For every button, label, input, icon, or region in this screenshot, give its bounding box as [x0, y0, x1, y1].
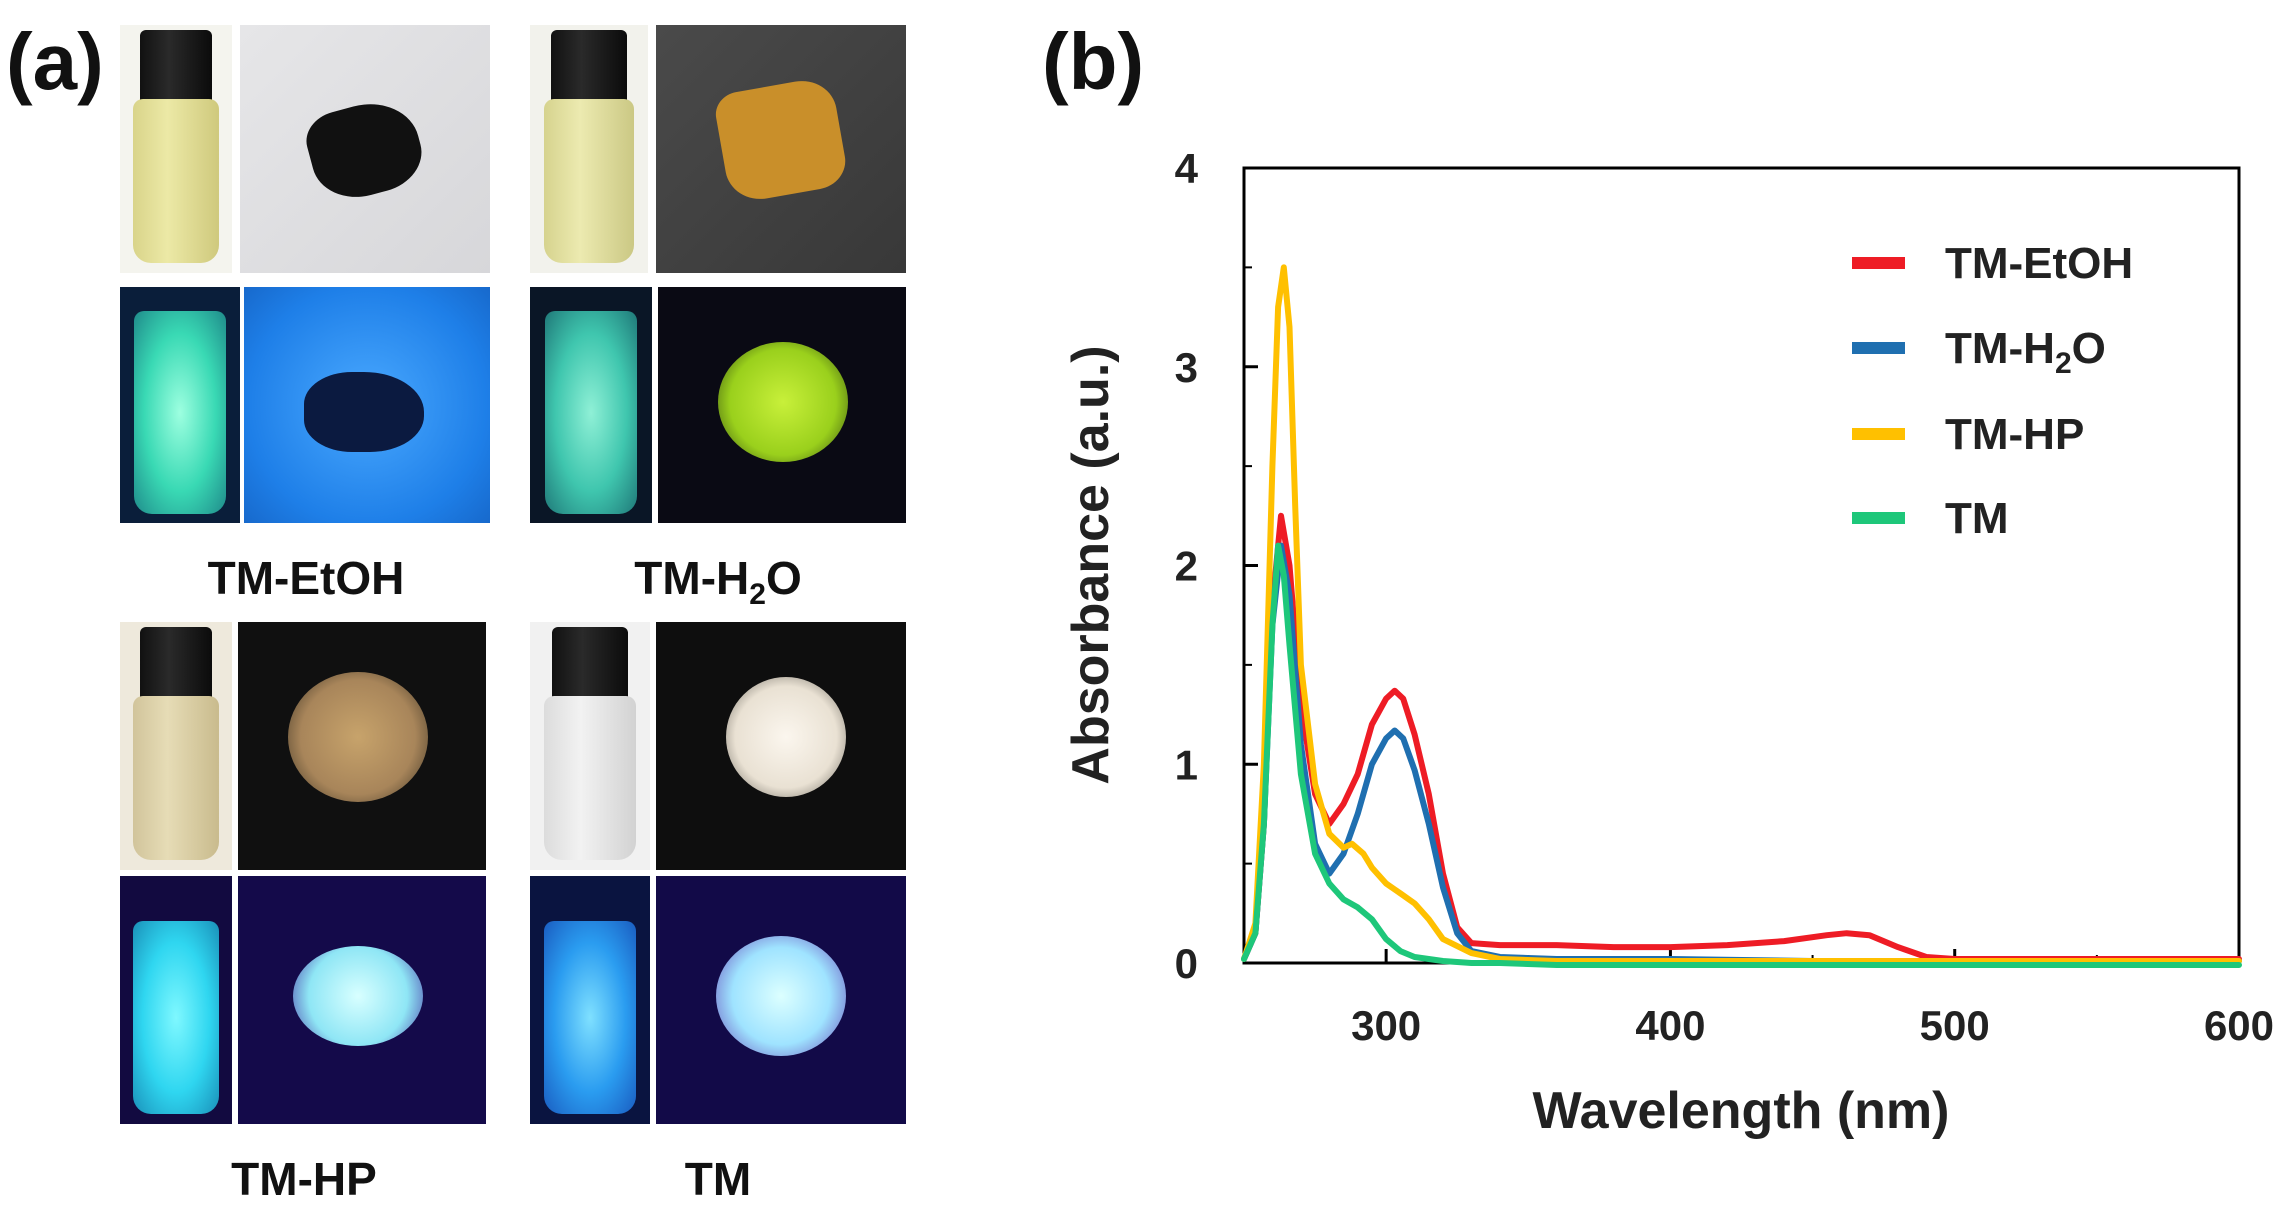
vial-cap-icon	[551, 626, 629, 702]
x-tick-label: 300	[1351, 1002, 1421, 1049]
tm-hp-vial-uv-photo	[120, 876, 232, 1124]
vial-glow-icon	[133, 920, 219, 1115]
y-axis-ticks: 0 1 2 3 4	[1175, 145, 1258, 987]
tm-h2o-vial-daylight-photo	[530, 25, 648, 273]
vial-cap-icon	[551, 29, 627, 105]
series-line-tm	[1241, 542, 2242, 968]
tm-hp-solid-daylight-photo	[238, 622, 486, 870]
panel-a-label: (a)	[6, 17, 104, 106]
tm-hp-vial-daylight-photo	[120, 622, 232, 870]
legend-label-tm-hp: TM-HP	[1945, 410, 2084, 459]
solid-powder-icon	[718, 342, 848, 462]
y-tick-label: 1	[1175, 741, 1198, 788]
legend-label-tm-etoh: TM-EtOH	[1945, 239, 2133, 288]
plot-frame	[1242, 166, 2241, 965]
solid-powder-icon	[726, 677, 846, 797]
legend-label-tm-h2o: TM-H2O	[1945, 324, 2106, 380]
sample-label-tm: TM	[684, 1153, 752, 1205]
vial-glow-icon	[134, 310, 226, 514]
y-tick-label: 2	[1175, 543, 1198, 590]
legend-label-tm: TM	[1945, 494, 2009, 543]
tm-etoh-solid-daylight-photo	[240, 25, 490, 273]
x-tick-label: 500	[1920, 1002, 1990, 1049]
vial-glow-icon	[544, 920, 636, 1115]
vial-icon	[544, 99, 634, 264]
sample-label-tm-h2o: TM-H2O	[634, 552, 802, 612]
x-tick-label: 600	[2204, 1002, 2274, 1049]
series-layer	[1241, 264, 2242, 968]
tm-solid-daylight-photo	[656, 622, 906, 870]
series-line-tm-etoh	[1241, 512, 2242, 962]
y-axis-label: Absorbance (a.u.)	[1062, 345, 1120, 784]
vial-icon	[133, 99, 219, 264]
tm-etoh-vial-daylight-photo	[120, 25, 232, 273]
vial-glow-icon	[544, 310, 638, 514]
x-tick-label: 400	[1635, 1002, 1705, 1049]
solid-powder-icon	[716, 936, 846, 1056]
vial-cap-icon	[140, 29, 212, 105]
tm-vial-uv-photo	[530, 876, 650, 1124]
tm-hp-solid-uv-photo	[238, 876, 486, 1124]
tm-h2o-vial-uv-photo	[530, 287, 652, 523]
sample-label-tm-etoh: TM-EtOH	[207, 552, 405, 604]
vial-icon	[544, 696, 636, 861]
y-tick-label: 0	[1175, 940, 1198, 987]
tm-etoh-solid-uv-photo	[244, 287, 490, 523]
solid-powder-icon	[293, 946, 423, 1046]
solid-powder-icon	[712, 75, 850, 205]
solid-powder-icon	[288, 672, 428, 802]
tm-h2o-solid-uv-photo	[658, 287, 906, 523]
solid-chunk-icon	[300, 92, 430, 208]
tm-solid-uv-photo	[656, 876, 906, 1124]
x-axis-ticks: 300 400 500 600	[1351, 949, 2274, 1049]
y-tick-label: 4	[1175, 145, 1199, 192]
series-line-tm-h2o	[1241, 542, 2242, 964]
series-line-tm-hp	[1241, 264, 2242, 964]
tm-etoh-vial-uv-photo	[120, 287, 240, 523]
vial-cap-icon	[140, 626, 212, 702]
y-tick-label: 3	[1175, 344, 1198, 391]
sample-label-tm-hp: TM-HP	[231, 1153, 377, 1205]
panel-b-label: (b)	[1042, 17, 1145, 106]
x-axis-label: Wavelength (nm)	[1533, 1082, 1950, 1140]
tm-vial-daylight-photo	[530, 622, 650, 870]
tm-h2o-solid-daylight-photo	[656, 25, 906, 273]
legend: TM-EtOH TM-H2O TM-HP TM	[1852, 239, 2133, 543]
vial-icon	[133, 696, 219, 861]
solid-chunk-icon	[304, 372, 424, 452]
